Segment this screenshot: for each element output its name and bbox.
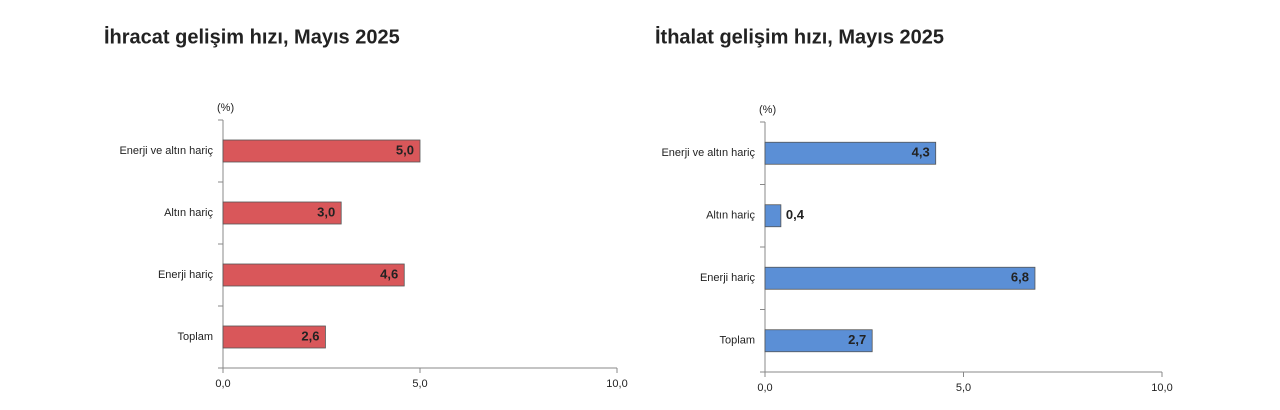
value-label: 6,8 (1011, 270, 1029, 285)
chart-title: İhracat gelişim hızı, Mayıs 2025 (104, 25, 400, 48)
value-label: 2,7 (848, 332, 866, 347)
chart-title: İthalat gelişim hızı, Mayıs 2025 (655, 25, 944, 48)
x-tick-label: 0,0 (215, 378, 230, 390)
y-tick-label: Toplam (178, 331, 213, 343)
y-tick-label: Toplam (720, 335, 755, 347)
value-label: 5,0 (396, 142, 414, 157)
bar (764, 329, 873, 353)
y-tick-label: Enerji ve altın hariç (119, 145, 213, 157)
y-tick-label: Enerji ve altın hariç (661, 147, 755, 159)
x-tick-label: 0,0 (757, 382, 772, 394)
x-tick-label: 10,0 (1151, 382, 1172, 394)
bar (222, 139, 421, 163)
y-tick-label: Altın hariç (706, 210, 755, 222)
bar (222, 201, 342, 225)
y-tick-label: Altın hariç (164, 207, 213, 219)
x-tick-label: 10,0 (606, 378, 627, 390)
value-label: 2,6 (301, 328, 319, 343)
bar (222, 263, 405, 287)
y-tick-label: Enerji hariç (158, 269, 214, 281)
unit-label: (%) (759, 104, 776, 116)
value-label: 4,6 (380, 266, 398, 281)
bar (764, 204, 782, 228)
unit-label: (%) (217, 102, 234, 114)
x-tick-label: 5,0 (412, 378, 427, 390)
value-label: 4,3 (912, 145, 930, 160)
x-tick-label: 5,0 (956, 382, 971, 394)
value-label: 3,0 (317, 204, 335, 219)
bar (764, 266, 1036, 290)
bar (222, 325, 326, 349)
value-label: 0,4 (786, 207, 805, 222)
bar (764, 141, 937, 165)
y-tick-label: Enerji hariç (700, 272, 756, 284)
